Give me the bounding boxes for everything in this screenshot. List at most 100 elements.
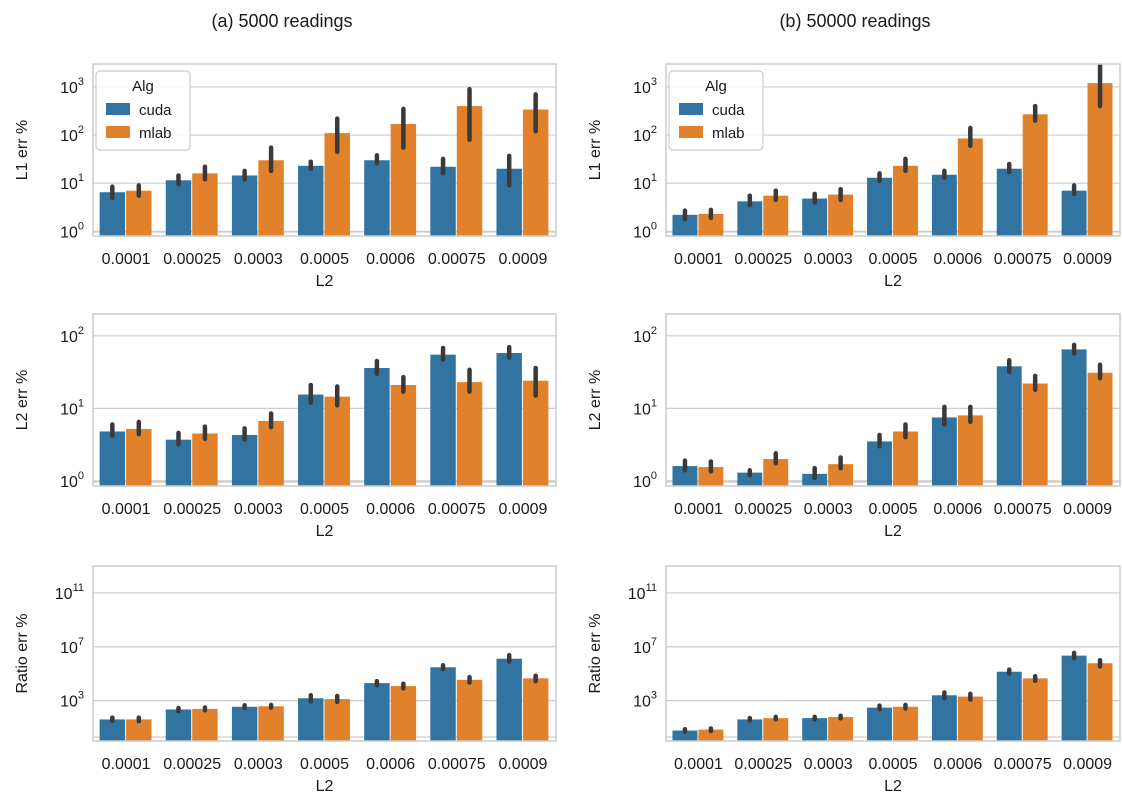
x-tick-label: 0.0003: [804, 501, 853, 518]
bar-cuda: [165, 439, 192, 486]
y-tick-label: 103: [60, 76, 84, 97]
bar-mlab: [698, 467, 724, 486]
bar-mlab: [126, 190, 152, 236]
y-tick-label: 103: [633, 76, 657, 97]
x-axis-label: L2: [316, 523, 334, 540]
bar-cuda: [996, 671, 1022, 741]
y-axis-label: L1 err %: [14, 120, 31, 180]
bar-mlab: [1087, 83, 1113, 236]
x-tick-label: 0.00025: [163, 251, 221, 268]
x-tick-label: 0.0005: [869, 501, 918, 518]
bar-mlab: [1022, 114, 1048, 236]
bar-mlab: [1022, 678, 1048, 741]
bar-cuda: [99, 431, 126, 486]
bar-cuda: [364, 160, 390, 236]
y-tick-label: 1011: [55, 582, 84, 603]
bar-mlab: [698, 729, 724, 741]
x-tick-label: 0.0003: [804, 251, 853, 268]
bar-cuda: [430, 354, 456, 486]
y-tick-label: 102: [633, 325, 657, 346]
subplot-1: 0.0001 0.00025 0.0003 0.0005 0.0006 0.00075 0.…: [587, 63, 1121, 290]
bar-mlab: [456, 382, 483, 486]
bar-cuda: [737, 719, 763, 741]
x-tick-label: 0.00025: [734, 756, 792, 773]
legend-label-mlab: mlab: [139, 125, 172, 142]
column-title-b: (b) 50000 readings: [779, 11, 930, 31]
y-axis-label: L2 err %: [14, 370, 31, 430]
subplot-0: 0.0001 0.00025 0.0003 0.0005 0.0006 0.00075 0.…: [14, 63, 557, 290]
x-tick-label: 0.00025: [163, 756, 221, 773]
y-tick-label: 100: [60, 470, 84, 491]
legend-swatch-cuda: [679, 103, 703, 115]
x-tick-label: 0.00075: [428, 251, 486, 268]
bar-cuda: [672, 466, 698, 486]
bar-cuda: [672, 214, 698, 236]
bar-cuda: [737, 472, 763, 486]
bar-mlab: [763, 718, 789, 741]
bar-mlab: [126, 428, 152, 486]
bar-mlab: [192, 173, 218, 236]
bar-cuda: [802, 198, 828, 236]
bar-mlab: [192, 433, 218, 486]
y-axis-label: L1 err %: [587, 120, 604, 180]
x-tick-label: 0.00075: [428, 501, 486, 518]
x-tick-label: 0.00025: [734, 501, 792, 518]
bar-cuda: [1061, 349, 1087, 486]
legend-title: Alg: [132, 78, 154, 95]
legend-label-mlab: mlab: [712, 125, 745, 142]
bar-mlab: [957, 415, 983, 486]
x-tick-label: 0.0006: [366, 756, 415, 773]
x-tick-label: 0.0009: [498, 251, 547, 268]
y-tick-label: 102: [633, 124, 657, 145]
x-tick-label: 0.00075: [994, 501, 1052, 518]
x-tick-label: 0.00075: [994, 756, 1052, 773]
bar-cuda: [867, 177, 892, 236]
y-axis-label: Ratio err %: [587, 613, 604, 693]
bar-cuda: [867, 441, 892, 486]
x-tick-label: 0.00025: [734, 251, 792, 268]
legend-title: Alg: [705, 78, 727, 95]
y-tick-label: 102: [60, 124, 84, 145]
bar-cuda: [931, 174, 957, 236]
y-tick-label: 107: [60, 636, 84, 657]
bar-mlab: [258, 706, 284, 741]
axes-frame: [665, 63, 1121, 237]
legend-label-cuda: cuda: [712, 102, 745, 119]
subplot-5: 0.0001 0.00025 0.0003 0.0005 0.0006 0.00075 0.…: [587, 565, 1121, 795]
bar-cuda: [931, 695, 957, 741]
bar-mlab: [763, 195, 789, 236]
y-tick-label: 102: [60, 325, 84, 346]
subplot-2: 0.0001 0.00025 0.0003 0.0005 0.0006 0.00075 0.…: [14, 313, 557, 540]
bar-cuda: [430, 667, 456, 741]
bar-cuda: [231, 434, 258, 486]
x-tick-label: 0.0005: [869, 251, 918, 268]
column-title-a: (a) 5000 readings: [211, 11, 352, 31]
bar-mlab: [126, 719, 152, 741]
y-axis-label: Ratio err %: [14, 613, 31, 693]
bar-mlab: [957, 138, 983, 236]
x-tick-label: 0.0003: [234, 251, 283, 268]
y-tick-label: 103: [633, 690, 657, 711]
bar-mlab: [893, 706, 918, 741]
x-tick-label: 0.0006: [366, 501, 415, 518]
y-tick-label: 103: [60, 690, 84, 711]
bar-mlab: [1087, 372, 1113, 486]
bar-mlab: [324, 699, 350, 741]
x-tick-label: 0.0001: [102, 251, 151, 268]
x-tick-label: 0.0001: [674, 501, 723, 518]
legend-swatch-mlab: [679, 126, 703, 138]
legend-label-cuda: cuda: [139, 102, 172, 119]
x-axis-label: L2: [884, 778, 902, 795]
bar-mlab: [258, 420, 284, 486]
x-tick-label: 0.0001: [102, 756, 151, 773]
bar-cuda: [1061, 655, 1087, 741]
bar-cuda: [364, 368, 390, 486]
bar-cuda: [496, 658, 522, 741]
y-axis-label: L2 err %: [587, 370, 604, 430]
y-tick-label: 107: [633, 636, 657, 657]
x-tick-label: 0.0001: [102, 501, 151, 518]
axes-frame: [92, 63, 557, 237]
bar-mlab: [192, 708, 218, 741]
y-tick-label: 100: [60, 220, 84, 241]
